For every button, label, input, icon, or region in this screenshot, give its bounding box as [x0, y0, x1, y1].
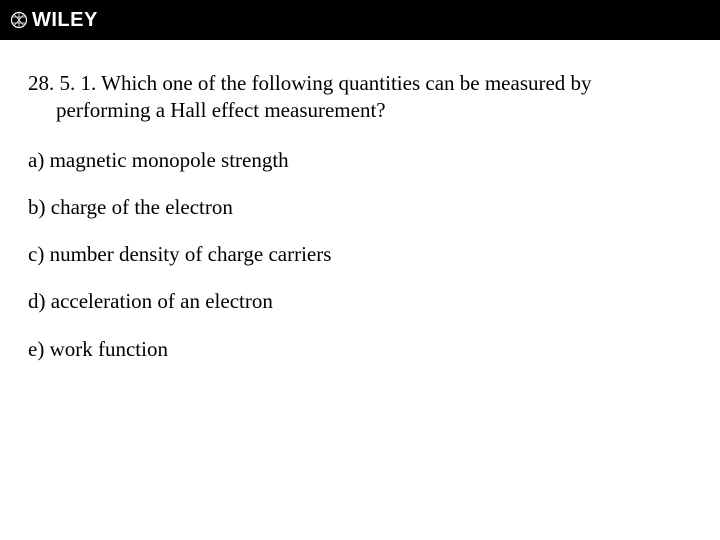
option-c: c) number density of charge carriers [28, 242, 692, 267]
slide-content: 28. 5. 1. Which one of the following qua… [0, 40, 720, 362]
question-line-2: performing a Hall effect measurement? [28, 97, 692, 124]
question-text: 28. 5. 1. Which one of the following qua… [28, 70, 692, 124]
option-e: e) work function [28, 337, 692, 362]
brand-text: WILEY [32, 9, 98, 32]
option-b: b) charge of the electron [28, 195, 692, 220]
wiley-logo-icon [10, 11, 28, 29]
brand-logo: WILEY [10, 9, 98, 32]
header-bar: WILEY [0, 0, 720, 40]
option-d: d) acceleration of an electron [28, 289, 692, 314]
option-a: a) magnetic monopole strength [28, 148, 692, 173]
question-line-1: 28. 5. 1. Which one of the following qua… [28, 70, 692, 97]
